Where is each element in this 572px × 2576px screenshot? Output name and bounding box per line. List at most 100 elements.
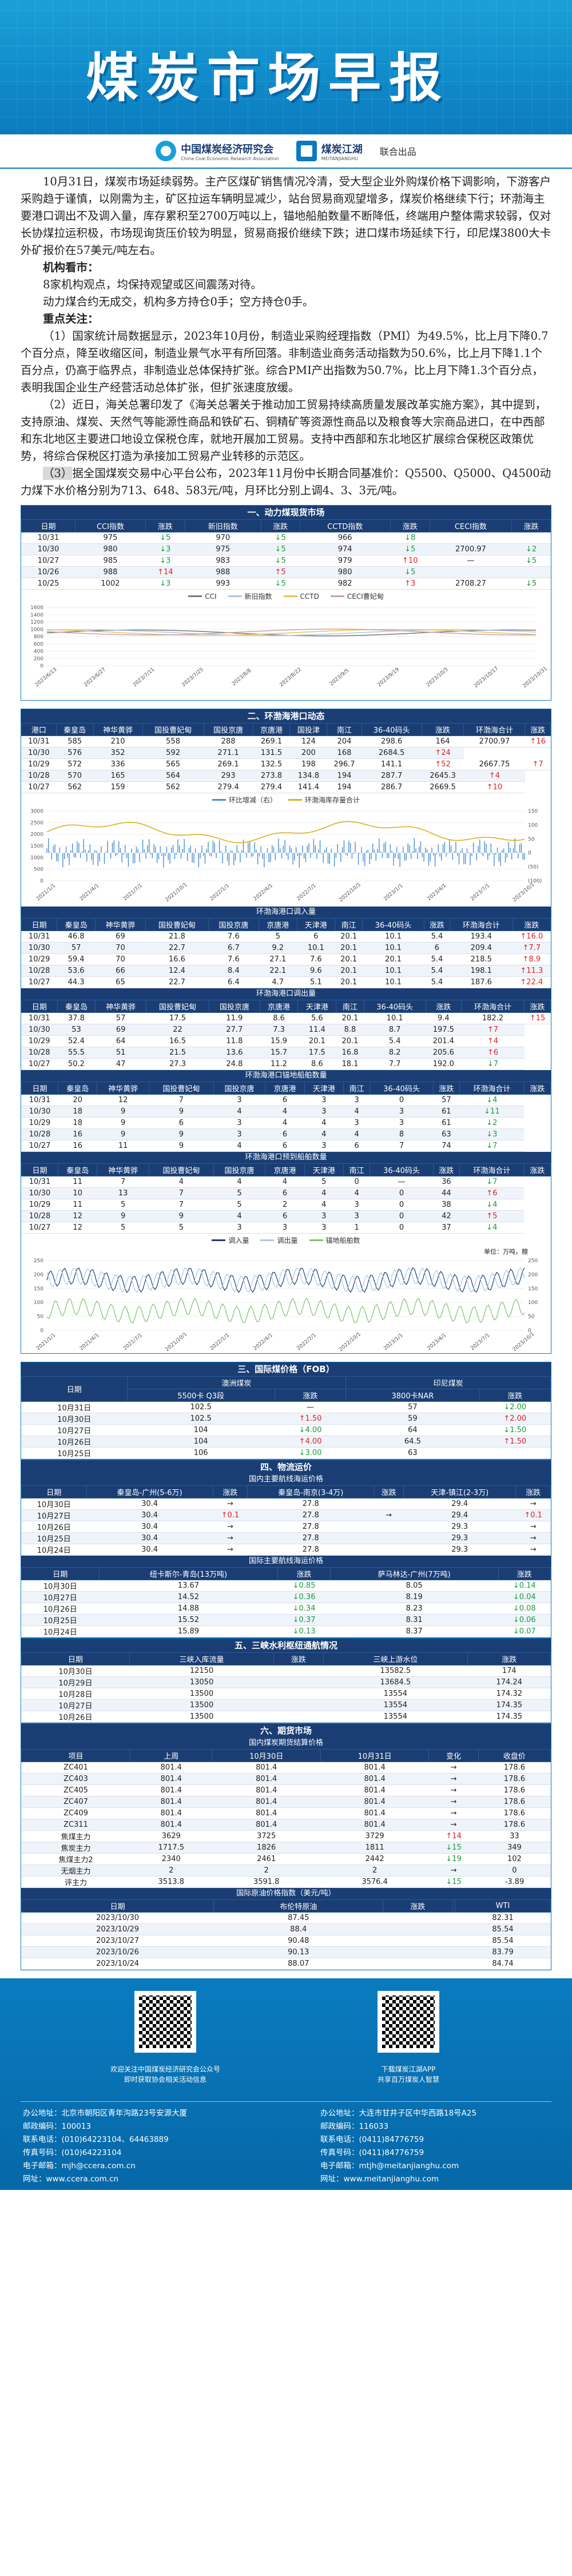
table-row: 10月31日 102.5—57 ↓2.00 <box>21 1401 551 1413</box>
table-cell: 10 <box>58 1187 97 1199</box>
table-cell: ↓2 <box>511 543 551 555</box>
table-cell: 2340 <box>130 1853 212 1865</box>
section-port-dynamics: 二、环渤海港口动态 港口 秦皇岛 神华黄骅 国投曹妃甸 国投京唐 京唐港 国投津 南江 36-4… <box>21 709 551 1354</box>
table-cell: 30.4 <box>86 1532 213 1544</box>
x-tick-label: 2021/1/1 <box>35 883 57 903</box>
table-cell: 218.5 <box>450 953 513 965</box>
table-cell: 194 <box>327 770 362 782</box>
series-line <box>46 629 537 635</box>
table-cell: 38 <box>433 1199 460 1211</box>
table-cell: 20.1 <box>335 953 363 965</box>
table-cell: 5.4 <box>424 965 450 977</box>
table-cell: 69 <box>95 931 146 943</box>
table-cell: 8.6 <box>260 1012 298 1024</box>
table-cell: 0 <box>370 1094 434 1106</box>
table-cell: 201.4 <box>426 1035 462 1047</box>
table-cell: 30.4 <box>86 1509 213 1521</box>
table-cell: ↑7 <box>525 758 551 770</box>
table-cell: ↑5 <box>261 566 300 578</box>
table-cell: 4 <box>213 1106 265 1118</box>
column-header: 国投津 <box>289 723 328 736</box>
table-cell: 4 <box>149 1176 214 1188</box>
table-cell: 16 <box>58 1128 97 1140</box>
section-title: 三、国际煤价格（FOB） <box>21 1362 551 1376</box>
table-cell: 7.6 <box>297 953 335 965</box>
table-cell <box>430 532 512 544</box>
table-cell: 15.7 <box>260 1047 298 1059</box>
table-cell: 20 <box>58 1094 97 1106</box>
table-cell: 2669.5 <box>422 781 464 793</box>
table-cell: 6 <box>424 942 450 954</box>
port-inventory-table: 港口 秦皇岛 神华黄骅 国投曹妃甸 国投京唐 京唐港 国投津 南江 36-40码头 涨跌 环渤海合计… <box>21 723 551 793</box>
contact-line: 办公地址：大连市甘井子区中华西路18号A25 <box>320 2109 477 2118</box>
y-right-tick-label: 200 <box>528 1272 538 1278</box>
table-cell: 13.67 <box>99 1580 278 1592</box>
table-cell: 70 <box>95 953 146 965</box>
column-header: 国投京唐 <box>208 918 259 931</box>
table-cell: 2442 <box>320 1853 429 1865</box>
table-row: 10/30 576 352 592 271.1 131.5 200 168 2684.5 ↑24 <box>21 747 551 759</box>
table-cell: 6 <box>265 1187 305 1199</box>
app-qr-code-icon[interactable] <box>378 1991 439 2053</box>
table-cell: 4 <box>343 1187 370 1199</box>
column-header: 南江 <box>343 1163 371 1176</box>
table-cell: 2700.97 <box>463 736 525 748</box>
column-header: 天津港 <box>296 918 336 931</box>
table-cell <box>383 1935 453 1947</box>
table-cell: → <box>515 1544 551 1556</box>
table-cell: 178.6 <box>478 1773 551 1785</box>
table-cell: 51 <box>95 1047 146 1059</box>
column-header: WTI <box>455 1899 551 1913</box>
table-cell: 6 <box>265 1128 305 1140</box>
column-header: 环渤海合计 <box>459 1163 525 1176</box>
table-cell: 85.54 <box>455 1935 551 1947</box>
table-cell: 5.4 <box>364 1035 426 1047</box>
table-cell: 7 <box>149 1094 214 1106</box>
subsection-title: 国际主要航线海运价格 <box>21 1556 551 1567</box>
table-cell: 801.4 <box>212 1819 321 1831</box>
table-cell: 0 <box>478 1865 551 1877</box>
table-cell: 2461 <box>212 1853 321 1865</box>
table-cell: 27.3 <box>146 1058 209 1070</box>
table-row: 10/28 55.5 51 21.5 13.6 15.7 17.5 16.8 8.2 205.6 ↑… <box>21 1047 551 1059</box>
table-cell: 53.6 <box>57 965 96 977</box>
contact-line: 邮政编码：100013 <box>23 2122 92 2131</box>
table-cell: 801.4 <box>130 1807 212 1819</box>
subsection-title: 国际原油价格指数（美元/吨） <box>21 1888 551 1899</box>
market-summary: 10月31日，煤炭市场延续弱势。主产区煤矿销售情况冷清，受大型企业外购煤价格下调… <box>0 169 572 499</box>
table-cell: ↑7.7 <box>513 942 551 954</box>
legend-item: 锚地船舶数 <box>309 1235 360 1245</box>
column-header: 纽卡斯尔-青岛(13万吨) <box>98 1567 279 1580</box>
y-tick-label: 0 <box>40 1328 43 1334</box>
table-cell: 10/31 <box>21 1012 58 1024</box>
table-cell: 801.4 <box>320 1784 429 1796</box>
table-cell: 4 <box>343 1106 370 1118</box>
table-cell: 979 <box>300 555 391 567</box>
column-header: 涨跌 <box>524 1000 551 1013</box>
column-header: 36-40码头 <box>370 1082 434 1095</box>
table-cell: 22.7 <box>145 976 209 988</box>
table-cell: ↓4 <box>459 1199 525 1211</box>
table-row: 10月26日 14.88 ↓0.34 8.23 ↓0.08 <box>21 1603 551 1615</box>
table-cell: 174.35 <box>467 1711 551 1723</box>
y-tick-label: 1200 <box>30 620 43 626</box>
x-tick-label: 2021/1/1 <box>35 1333 57 1352</box>
table-cell: 801.4 <box>212 1773 321 1785</box>
table-cell: 88.4 <box>213 1923 383 1935</box>
ccera-qr-code-icon[interactable] <box>134 1991 196 2053</box>
table-row: 10/27 44.3 65 22.7 6.4 4.7 5.1 20.1 10.1 5.4 187.6… <box>21 976 551 988</box>
contact-line: 联系电话：(0411)84776759 <box>320 2135 424 2144</box>
table-cell: 3729 <box>320 1830 429 1842</box>
y-tick-label: 100 <box>34 1300 43 1306</box>
table-cell: 988 <box>185 566 261 578</box>
table-cell: 271.1 <box>204 747 253 759</box>
column-header: 涨跌 <box>421 723 464 736</box>
table-cell: 13 <box>97 1187 149 1199</box>
y-right-tick-label: 100 <box>528 822 538 828</box>
table-cell: 10/27 <box>21 976 57 988</box>
table-cell: 13684.5 <box>323 1676 468 1688</box>
y-tick-label: 1000 <box>30 627 43 633</box>
table-cell: ↓5 <box>145 532 185 544</box>
column-header: 涨跌 <box>525 723 551 736</box>
table-cell: 564 <box>142 770 204 782</box>
